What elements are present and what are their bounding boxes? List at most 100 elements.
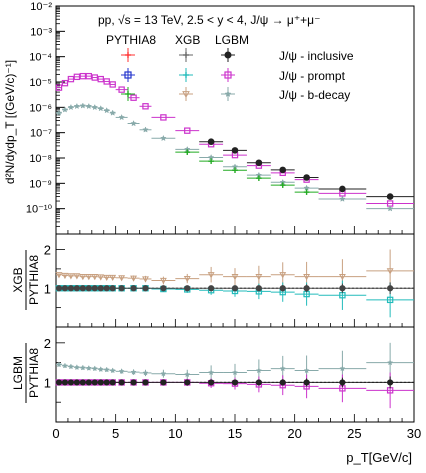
bottom-data-point xyxy=(130,368,137,375)
legend-marker xyxy=(224,90,232,97)
top-data-point xyxy=(67,103,75,111)
bottom-data-point xyxy=(61,362,69,369)
middle-data-point xyxy=(386,296,394,304)
top-data-point xyxy=(85,102,93,110)
top-data-point xyxy=(386,193,394,200)
bottom-y-axis-label: LGBM PYTHIA8 xyxy=(11,343,41,403)
top-data-point xyxy=(339,185,346,193)
bottom-data-point xyxy=(160,370,167,377)
bottom-data-point xyxy=(387,359,394,366)
top-y-tick-label: 10⁻⁴ xyxy=(29,52,52,64)
bottom-data-point xyxy=(85,364,92,371)
bottom-data-point xyxy=(184,371,191,378)
middle-data-point xyxy=(79,274,87,281)
middle-y-axis-label: XGB PYTHIA8 xyxy=(11,250,41,310)
bottom-data-point xyxy=(91,365,98,372)
middle-data-point xyxy=(55,285,63,292)
top-data-point xyxy=(97,105,105,112)
middle-data-point xyxy=(338,274,346,281)
top-data-point xyxy=(109,109,116,116)
legend-label-prompt: J/ψ - prompt xyxy=(279,69,346,83)
bottom-data-point xyxy=(130,379,137,386)
top-data-point xyxy=(279,166,287,174)
bottom-y-tick-label: 2 xyxy=(44,336,51,351)
top-data-point xyxy=(91,103,99,111)
legend-label-inclusive: J/ψ - inclusive xyxy=(279,49,354,63)
bottom-data-point xyxy=(109,379,116,386)
top-y-tick-label: 10⁻⁹ xyxy=(29,178,52,190)
bottom-data-point xyxy=(61,379,69,386)
legend-markers xyxy=(121,48,235,101)
x-axis-label: p_T[GeV/c] xyxy=(346,450,412,465)
middle-ratio-numerator: XGB xyxy=(11,267,25,292)
bottom-panel-data xyxy=(55,342,414,409)
middle-panel-data xyxy=(55,249,414,318)
middle-data-point xyxy=(303,285,310,292)
middle-data-point xyxy=(97,285,104,292)
legend-label-b-decay: J/ψ - b-decay xyxy=(279,88,350,102)
top-data-point xyxy=(73,73,81,81)
middle-data-point xyxy=(160,285,167,292)
top-data-point xyxy=(67,75,75,83)
top-panel-data xyxy=(55,72,414,212)
top-data-point xyxy=(85,72,93,80)
top-y-tick-label: 10⁻² xyxy=(30,1,52,13)
bottom-data-point xyxy=(184,379,191,386)
bottom-x-tick-label: 20 xyxy=(287,426,301,441)
middle-data-point xyxy=(279,285,286,292)
bottom-x-tick-label: 30 xyxy=(407,426,421,441)
legend-marker xyxy=(224,71,232,79)
top-data-point xyxy=(231,147,239,154)
middle-data-point xyxy=(61,272,69,280)
middle-data-point xyxy=(61,285,69,292)
middle-data-point xyxy=(103,274,111,282)
top-data-point xyxy=(130,94,137,101)
top-data-point xyxy=(130,120,137,127)
bottom-panel-axes: 120 5 10 15 20 25 30 xyxy=(44,336,421,441)
middle-data-point xyxy=(103,285,110,292)
middle-data-point xyxy=(183,275,191,283)
chart-title: pp, √s = 13 TeV, 2.5 < y < 4, J/ψ → μ⁺+μ… xyxy=(98,13,320,27)
middle-data-point xyxy=(109,274,117,282)
middle-data-point xyxy=(85,285,92,292)
top-y-tick-label: 10⁻⁶ xyxy=(29,102,52,114)
middle-data-point xyxy=(159,277,167,285)
bottom-data-point xyxy=(97,379,104,386)
middle-data-point xyxy=(67,273,75,280)
legend-marker xyxy=(224,51,232,59)
top-data-point xyxy=(109,81,116,88)
top-data-point xyxy=(103,107,111,114)
top-data-point xyxy=(386,205,394,212)
top-data-point xyxy=(55,109,63,116)
middle-data-point xyxy=(130,285,137,292)
top-y-axis-label: d²N/dydp_T [(GeV/c)⁻¹] xyxy=(3,60,17,184)
bottom-x-tick-label: 0 xyxy=(52,426,59,441)
middle-data-point xyxy=(73,285,80,292)
top-data-point xyxy=(160,134,167,142)
middle-data-point xyxy=(97,274,105,281)
bottom-y-tick-label: 1 xyxy=(44,375,51,390)
bottom-data-point xyxy=(55,361,63,368)
top-data-point xyxy=(103,78,110,85)
legend-marker xyxy=(124,71,132,79)
bottom-data-point xyxy=(142,369,149,376)
top-y-tick-label: 10⁻⁵ xyxy=(29,77,52,89)
top-y-tick-label: 10⁻¹⁰ xyxy=(26,204,53,216)
bottom-ratio-numerator: LGBM xyxy=(11,356,25,390)
middle-data-point xyxy=(55,272,63,279)
middle-data-point xyxy=(184,285,191,292)
middle-y-tick-label: 2 xyxy=(44,243,51,258)
middle-data-point xyxy=(339,285,346,292)
middle-data-point xyxy=(73,273,81,280)
bottom-ratio-denominator: PYTHIA8 xyxy=(27,348,41,398)
bottom-data-point xyxy=(73,364,80,371)
middle-data-point xyxy=(142,285,149,292)
top-data-point xyxy=(79,72,87,80)
top-data-point xyxy=(207,138,215,145)
bottom-data-point xyxy=(103,366,110,373)
bottom-data-point xyxy=(73,379,80,386)
bottom-data-point xyxy=(79,364,86,371)
middle-data-point xyxy=(91,274,99,281)
middle-data-point xyxy=(208,285,215,292)
